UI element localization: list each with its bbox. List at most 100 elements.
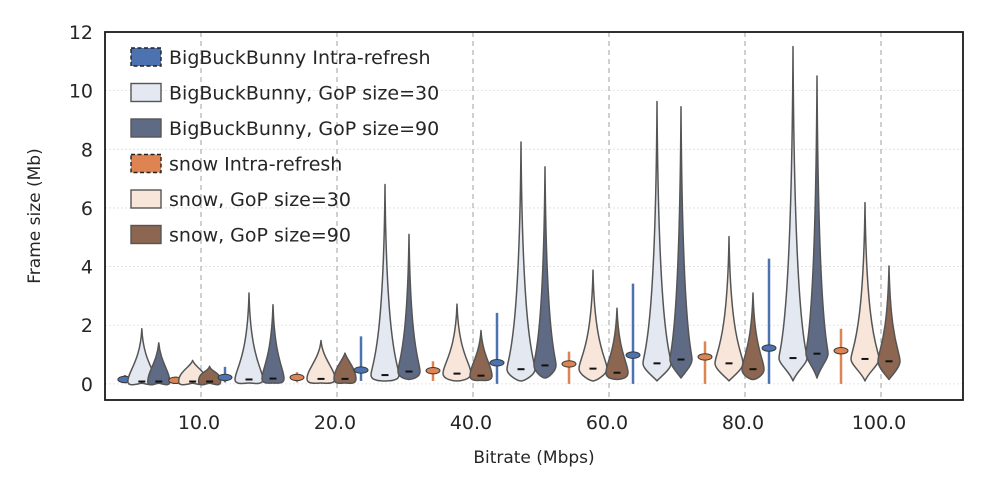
violin-body: [217, 373, 233, 382]
violin-5-20.0: [306, 339, 336, 385]
violin-4-60.0: [561, 351, 577, 384]
violin-5-80.0: [714, 235, 744, 382]
violin-4-100.0: [833, 328, 849, 384]
violin-6-80.0: [741, 292, 765, 381]
x-tick-label: 10.0: [178, 412, 220, 434]
violin-5-100.0: [850, 201, 880, 382]
legend-label: BigBuckBunny, GoP size=30: [169, 83, 439, 105]
violin-5-60.0: [578, 269, 608, 382]
violin-body: [147, 342, 171, 386]
x-tick-label: 80.0: [722, 412, 764, 434]
violin-6-10.0: [197, 365, 222, 386]
legend-swatch: [130, 224, 162, 245]
violin-body: [714, 235, 744, 382]
violin-2-100.0: [778, 45, 808, 382]
violin-body: [234, 292, 264, 385]
x-axis-label: Bitrate (Mbps): [473, 448, 594, 468]
violin-2-20.0: [234, 292, 264, 385]
violin-body: [605, 307, 629, 381]
violin-body: [805, 75, 829, 379]
violin-body: [741, 292, 765, 381]
legend-item: BigBuckBunny, GoP size=30: [130, 82, 439, 105]
legend: BigBuckBunny Intra-refresh BigBuckBunny, …: [130, 47, 439, 247]
y-tick-label: 2: [81, 315, 93, 337]
legend-item: snow, GoP size=90: [130, 224, 351, 247]
violin-3-100.0: [805, 75, 829, 379]
violin-3-40.0: [397, 233, 421, 381]
x-tick-label: 20.0: [314, 412, 356, 434]
violin-1-60.0: [489, 312, 505, 384]
violins: [117, 45, 901, 386]
violin-1-80.0: [625, 283, 641, 384]
violin-6-60.0: [605, 307, 629, 381]
violin-2-80.0: [642, 100, 672, 382]
violin-body: [442, 303, 472, 382]
violin-body: [697, 353, 713, 361]
x-tick-label: 40.0: [450, 412, 492, 434]
violin-body: [397, 233, 421, 381]
violin-body: [642, 100, 672, 382]
violin-body: [425, 366, 441, 375]
violin-body: [778, 45, 808, 382]
violin-3-80.0: [669, 106, 693, 379]
violin-3-60.0: [533, 166, 557, 379]
y-axis-label: Frame size (Mb): [25, 148, 45, 283]
legend-label: BigBuckBunny, GoP size=90: [169, 118, 439, 140]
violin-2-40.0: [370, 183, 400, 382]
violin-body: [261, 303, 285, 384]
legend-item: BigBuckBunny, GoP size=90: [130, 118, 439, 140]
legend-swatch: [130, 47, 162, 67]
x-tick-label: 60.0: [586, 412, 628, 434]
violin-4-80.0: [697, 341, 713, 384]
ticks: 0 2 4 6 8 10 12 10.0 20.0 40.0 60.0 80.0 100.0: [69, 22, 906, 434]
violin-body: [370, 183, 400, 382]
x-tick-label: 100.0: [852, 412, 906, 434]
violin-body: [877, 265, 901, 381]
violin-4-20.0: [289, 372, 305, 383]
violin-body: [761, 344, 777, 352]
violin-body: [850, 201, 880, 382]
legend-swatch: [130, 153, 162, 174]
violin-1-20.0: [217, 366, 233, 383]
violin-6-100.0: [877, 265, 901, 381]
violin-body: [289, 373, 305, 382]
violin-body: [833, 347, 849, 355]
violin-body: [625, 351, 641, 359]
legend-label: snow Intra-refresh: [169, 154, 342, 176]
violin-1-100.0: [761, 258, 777, 384]
y-tick-label: 8: [81, 139, 93, 161]
violin-5-40.0: [442, 303, 472, 382]
y-tick-label: 10: [69, 81, 93, 103]
legend-swatch: [130, 189, 162, 209]
violin-body: [578, 269, 608, 382]
violin-2-60.0: [506, 141, 536, 382]
violin-body: [197, 365, 222, 386]
legend-label: BigBuckBunny Intra-refresh: [169, 47, 431, 69]
violin-1-40.0: [353, 336, 369, 381]
legend-label: snow, GoP size=30: [169, 189, 351, 211]
violin-body: [506, 141, 536, 382]
y-tick-label: 12: [69, 22, 93, 44]
violin-3-20.0: [261, 303, 285, 384]
plot-frame: [104, 31, 964, 401]
legend-item: BigBuckBunny Intra-refresh: [130, 47, 431, 69]
violin-body: [489, 359, 505, 367]
legend-item: snow, GoP size=30: [130, 189, 351, 211]
violin-body: [669, 106, 693, 379]
violin-body: [306, 339, 336, 385]
y-tick-label: 4: [81, 257, 93, 279]
legend-swatch: [130, 118, 162, 138]
legend-label: snow, GoP size=90: [169, 225, 351, 247]
legend-swatch: [130, 82, 162, 103]
violin-body: [469, 329, 493, 382]
violin-body: [533, 166, 557, 379]
y-tick-label: 6: [81, 198, 93, 220]
violin-body: [561, 360, 577, 368]
violin-3-10.0: [147, 342, 171, 386]
violin-body: [353, 366, 369, 374]
y-tick-label: 0: [81, 374, 93, 396]
violin-6-40.0: [469, 329, 493, 382]
violin-4-40.0: [425, 361, 441, 381]
